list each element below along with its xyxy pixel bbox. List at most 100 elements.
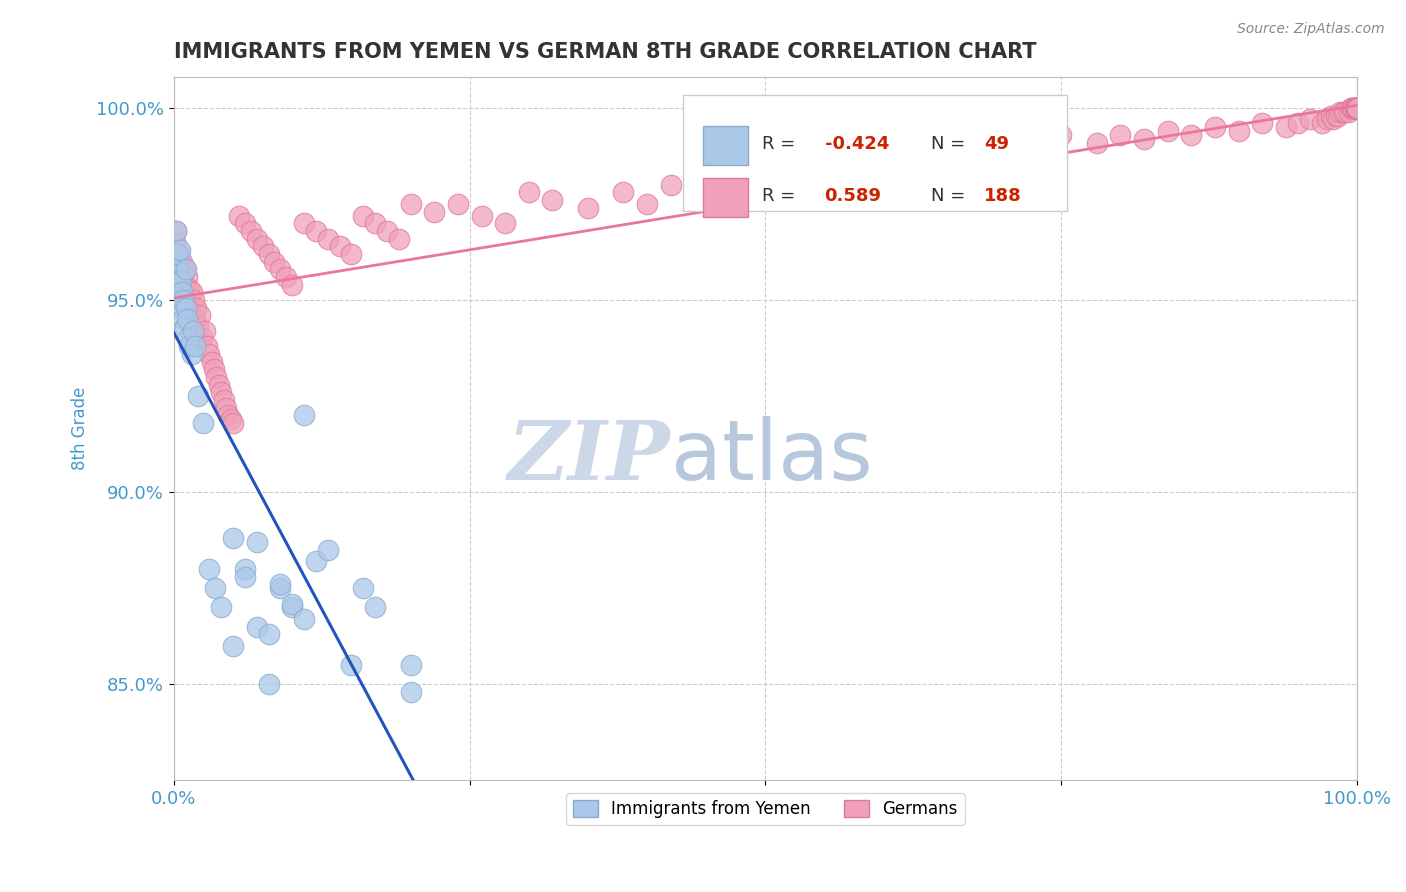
Point bbox=[257, 627, 280, 641]
Point bbox=[340, 658, 363, 673]
Point bbox=[187, 389, 209, 403]
Point bbox=[1251, 116, 1274, 130]
Point bbox=[281, 597, 304, 611]
Point bbox=[1329, 104, 1351, 119]
Point bbox=[176, 312, 198, 326]
Point bbox=[183, 293, 205, 307]
Point bbox=[1346, 101, 1368, 115]
Point bbox=[1346, 101, 1368, 115]
Point bbox=[1346, 101, 1368, 115]
Point bbox=[1346, 101, 1368, 115]
Point bbox=[517, 186, 540, 200]
Point bbox=[1346, 101, 1368, 115]
Point bbox=[1346, 101, 1368, 115]
Point bbox=[1346, 101, 1368, 115]
Point bbox=[932, 139, 955, 153]
Point bbox=[1316, 112, 1339, 127]
Point bbox=[263, 254, 285, 268]
Point bbox=[305, 224, 328, 238]
Point bbox=[1346, 101, 1368, 115]
Point bbox=[1275, 120, 1298, 135]
Point bbox=[169, 262, 191, 277]
Point bbox=[1343, 101, 1365, 115]
Point bbox=[1346, 101, 1368, 115]
Point bbox=[202, 362, 225, 376]
Point bbox=[208, 377, 231, 392]
Point bbox=[1346, 101, 1368, 115]
Point bbox=[222, 531, 245, 545]
Point bbox=[169, 285, 191, 300]
Point bbox=[1346, 101, 1368, 115]
Point bbox=[340, 247, 363, 261]
Point bbox=[172, 312, 194, 326]
Point bbox=[1346, 101, 1368, 115]
Point bbox=[1346, 101, 1368, 115]
Point bbox=[1324, 109, 1347, 123]
Point bbox=[731, 170, 754, 185]
Point bbox=[1346, 101, 1368, 115]
Point bbox=[1346, 101, 1368, 115]
Text: atlas: atlas bbox=[671, 417, 873, 498]
Point bbox=[1346, 101, 1368, 115]
Point bbox=[659, 178, 682, 192]
Point bbox=[187, 320, 209, 334]
Point bbox=[1157, 124, 1180, 138]
Point bbox=[778, 166, 800, 180]
Point bbox=[1346, 101, 1368, 115]
Point bbox=[173, 320, 195, 334]
Point bbox=[257, 677, 280, 691]
Point bbox=[167, 247, 190, 261]
Point bbox=[1346, 101, 1368, 115]
FancyBboxPatch shape bbox=[683, 95, 1067, 211]
Point bbox=[1346, 101, 1368, 115]
Point bbox=[292, 216, 315, 230]
Point bbox=[1346, 101, 1368, 115]
Point bbox=[1346, 101, 1368, 115]
Point bbox=[233, 216, 256, 230]
Point bbox=[188, 309, 211, 323]
Text: N =: N = bbox=[931, 186, 972, 204]
Point bbox=[198, 347, 221, 361]
Point bbox=[423, 204, 446, 219]
Y-axis label: 8th Grade: 8th Grade bbox=[72, 387, 89, 470]
Point bbox=[1346, 101, 1368, 115]
Point bbox=[177, 293, 200, 307]
Point bbox=[1286, 116, 1309, 130]
Point bbox=[166, 262, 188, 277]
Point bbox=[1343, 101, 1365, 115]
Point bbox=[174, 281, 197, 295]
Point bbox=[1344, 101, 1367, 115]
Point bbox=[198, 562, 221, 576]
Point bbox=[1346, 101, 1368, 115]
Point bbox=[165, 224, 187, 238]
Text: Source: ZipAtlas.com: Source: ZipAtlas.com bbox=[1237, 22, 1385, 37]
Point bbox=[174, 262, 197, 277]
Point bbox=[305, 554, 328, 568]
Text: R =: R = bbox=[762, 186, 801, 204]
Point bbox=[1180, 128, 1202, 142]
Point bbox=[1346, 101, 1368, 115]
Point bbox=[1346, 101, 1368, 115]
Point bbox=[1015, 143, 1038, 157]
Point bbox=[1346, 101, 1368, 115]
Point bbox=[179, 301, 201, 315]
Point bbox=[205, 370, 228, 384]
Point bbox=[1133, 131, 1156, 145]
Point bbox=[246, 619, 269, 633]
Point bbox=[1298, 112, 1320, 127]
Text: ZIP: ZIP bbox=[508, 417, 671, 497]
Text: 188: 188 bbox=[984, 186, 1022, 204]
Point bbox=[184, 339, 207, 353]
Point bbox=[167, 274, 190, 288]
Point bbox=[1346, 101, 1368, 115]
Point bbox=[191, 331, 214, 345]
Point bbox=[1346, 101, 1368, 115]
Point bbox=[166, 254, 188, 268]
Point bbox=[269, 262, 291, 277]
Point bbox=[375, 224, 398, 238]
Point bbox=[1346, 101, 1368, 115]
Point bbox=[181, 309, 204, 323]
Point bbox=[328, 239, 350, 253]
Point bbox=[169, 243, 191, 257]
Point bbox=[1346, 101, 1368, 115]
